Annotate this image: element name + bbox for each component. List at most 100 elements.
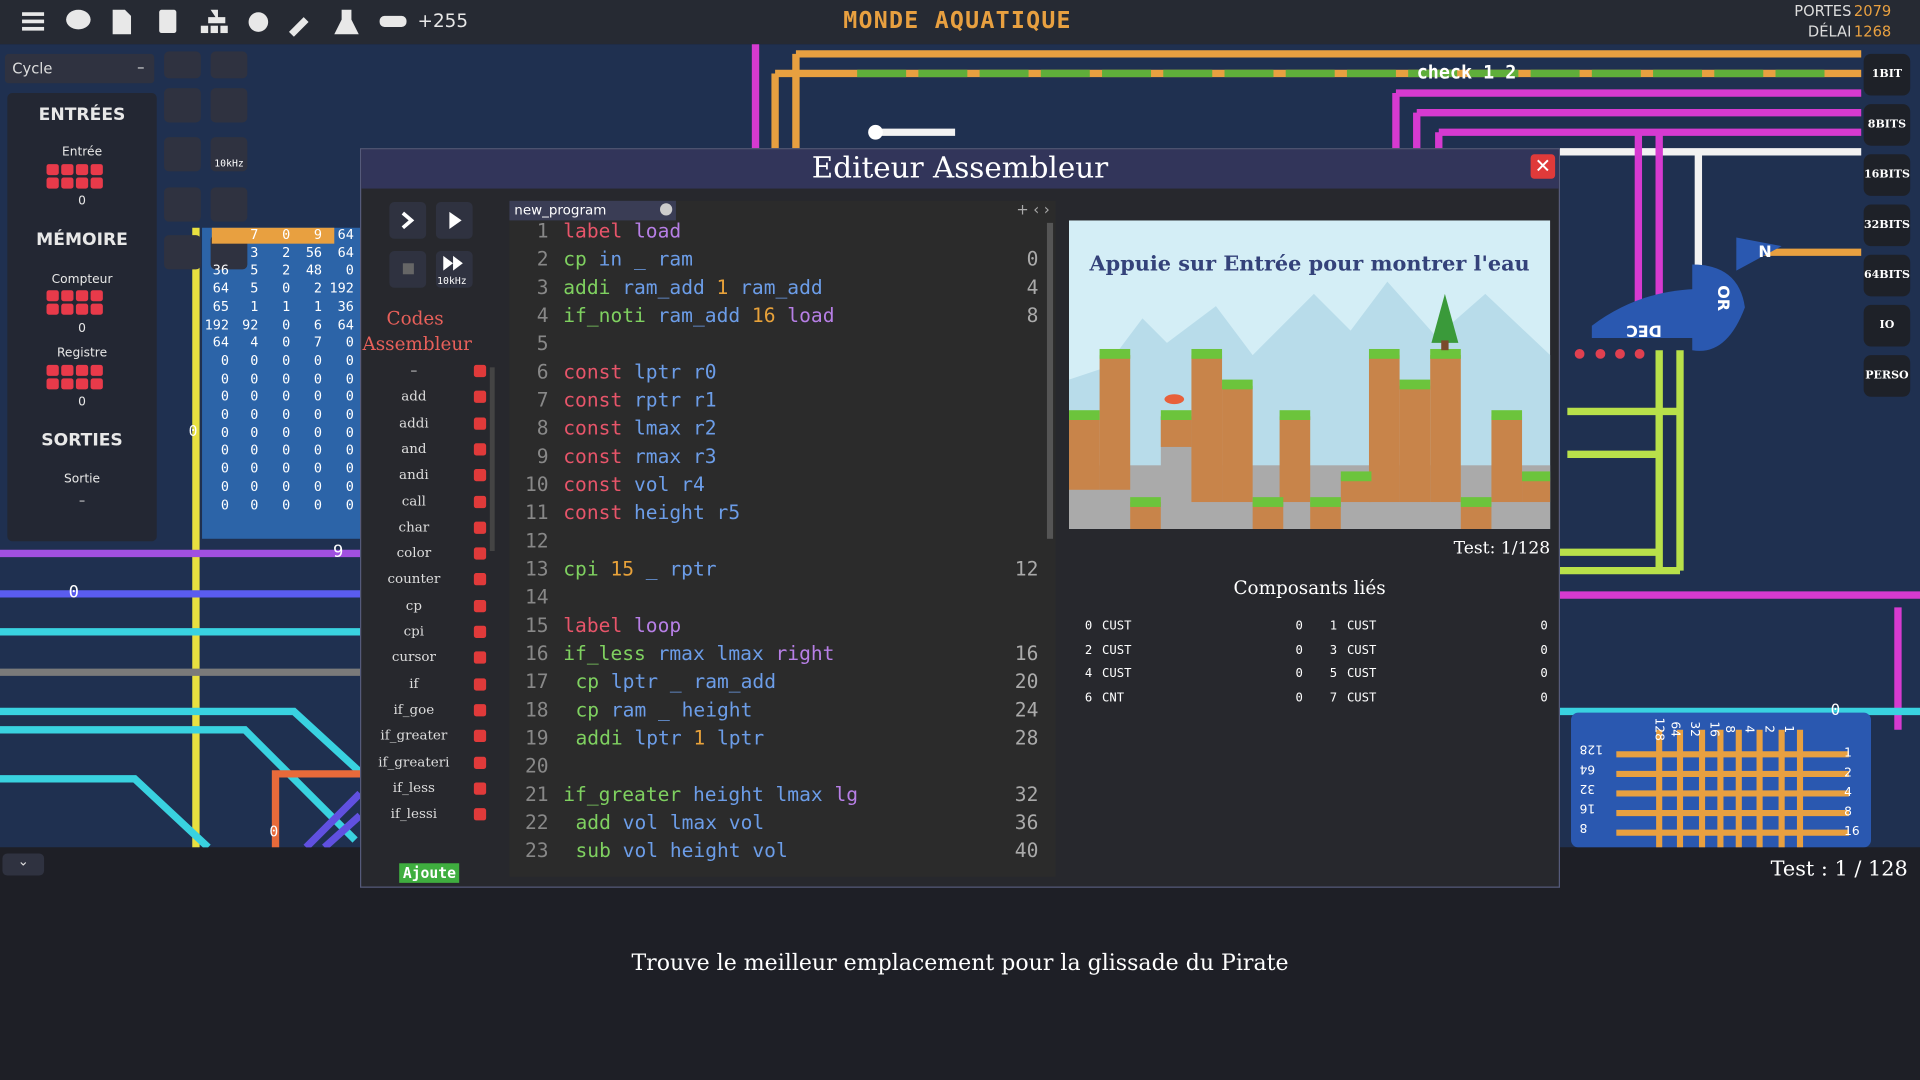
- zoom-button[interactable]: [164, 51, 201, 79]
- tool-button[interactable]: [210, 187, 248, 222]
- led: [46, 378, 59, 390]
- opcode[interactable]: if_greater: [380, 727, 448, 744]
- memory-cell: 2: [313, 280, 323, 297]
- bit-size-button[interactable]: 64BITS: [1863, 254, 1911, 297]
- opcode-remove[interactable]: [473, 547, 487, 560]
- opcode-remove[interactable]: [473, 573, 487, 586]
- cycle-dropdown[interactable]: [4, 53, 155, 84]
- opcode-remove[interactable]: [473, 521, 487, 534]
- opcode-remove[interactable]: [473, 677, 487, 691]
- code-token: _: [669, 669, 682, 694]
- line-number: 21: [524, 782, 549, 806]
- tab-arrows[interactable]: + ‹ ›: [1016, 200, 1050, 218]
- tool-button[interactable]: [164, 88, 201, 123]
- opcode[interactable]: char: [398, 518, 430, 535]
- code-token: const: [563, 388, 623, 412]
- io-text: MÉMOIRE: [36, 230, 128, 250]
- bit-size-button[interactable]: 1BIT: [1863, 53, 1911, 96]
- level-title: MONDE AQUATIQUE: [843, 7, 1072, 35]
- memory-cell: 0: [345, 388, 354, 405]
- tool-button[interactable]: [164, 235, 201, 270]
- opcode[interactable]: cp: [405, 597, 422, 614]
- opcode-remove[interactable]: [473, 417, 487, 430]
- collapse-button[interactable]: ⌄: [2, 853, 45, 876]
- opcode-remove[interactable]: [473, 808, 487, 821]
- opcode[interactable]: counter: [387, 571, 441, 588]
- memory-cell: 0: [345, 406, 354, 423]
- bit-size-button[interactable]: IO: [1863, 304, 1911, 347]
- opcode[interactable]: and: [401, 440, 427, 457]
- code-token: _: [645, 557, 658, 581]
- code-token: r3: [692, 444, 717, 468]
- opcode[interactable]: if: [409, 675, 419, 692]
- opcode-remove[interactable]: [473, 495, 487, 508]
- bit-label: 8: [1844, 805, 1852, 820]
- memory-cell: 0: [345, 496, 354, 513]
- bit-label: 1: [1844, 746, 1852, 761]
- opcode[interactable]: if_lessi: [390, 805, 438, 822]
- bit-size-button[interactable]: 8BITS: [1863, 104, 1911, 146]
- tab[interactable]: [509, 200, 676, 221]
- line-number: 3: [536, 275, 549, 299]
- bit-size-button[interactable]: 32BITS: [1863, 204, 1911, 247]
- opcode-remove[interactable]: [473, 364, 487, 378]
- opcode[interactable]: color: [396, 545, 432, 561]
- opcode[interactable]: call: [401, 492, 426, 509]
- led: [75, 290, 89, 302]
- opcode-remove[interactable]: [473, 469, 487, 482]
- toolbar-icons: [22, 9, 407, 37]
- tool-button[interactable]: [164, 187, 201, 222]
- led: [61, 378, 74, 390]
- zoom-button[interactable]: [210, 51, 248, 79]
- step-button[interactable]: [389, 202, 427, 239]
- opcode[interactable]: if_less: [392, 779, 435, 796]
- component-value: 0: [1540, 643, 1548, 658]
- tool-button[interactable]: [210, 88, 248, 123]
- opcode[interactable]: cpi: [403, 623, 425, 640]
- close-button[interactable]: ✕: [1530, 154, 1556, 179]
- bit-label: 1: [1781, 725, 1795, 734]
- bit-label: 128: [1651, 717, 1666, 741]
- opcode[interactable]: addi: [399, 414, 429, 431]
- opcode[interactable]: –: [410, 362, 418, 379]
- add-button[interactable]: Ajoute: [399, 863, 460, 883]
- gates-label: PORTES: [1794, 2, 1852, 20]
- opcode-remove[interactable]: [473, 390, 487, 404]
- opcode[interactable]: add: [401, 388, 427, 405]
- opcode-remove[interactable]: [473, 730, 487, 743]
- component-name: CUST: [1346, 667, 1377, 682]
- opcode-remove[interactable]: [473, 443, 487, 456]
- led: [61, 177, 74, 189]
- opcode-remove[interactable]: [473, 599, 487, 612]
- gate-label: OR: [1713, 285, 1732, 312]
- opcode-remove[interactable]: [473, 782, 487, 795]
- tab-close[interactable]: [660, 203, 673, 216]
- component-name: CNT: [1102, 691, 1125, 706]
- opcode[interactable]: if_greateri: [378, 753, 450, 770]
- opcode-remove[interactable]: [473, 651, 487, 665]
- opcode-remove[interactable]: [473, 703, 487, 717]
- memory-cell: 56: [305, 244, 323, 261]
- bit-label: 16: [1579, 800, 1596, 815]
- opcode[interactable]: if_goe: [393, 701, 435, 718]
- opcode[interactable]: andi: [399, 466, 429, 483]
- opcode-remove[interactable]: [473, 756, 487, 769]
- io-text: Sortie: [64, 472, 101, 487]
- component-value: 0: [1540, 619, 1548, 634]
- memory-cell: 0: [345, 334, 354, 351]
- tool-button[interactable]: [210, 137, 248, 172]
- opcode-remove[interactable]: [473, 625, 487, 638]
- line-number: 10: [524, 472, 549, 496]
- line-address: 20: [1014, 669, 1039, 694]
- tool-button[interactable]: [164, 137, 201, 172]
- bit-label: 128: [1579, 742, 1603, 756]
- led: [61, 303, 74, 315]
- memory-cell: 0: [313, 496, 323, 513]
- memory-cell: 0: [220, 370, 229, 387]
- memory-cell: 0: [282, 388, 291, 405]
- code-token: height: [633, 500, 705, 525]
- bit-size-button[interactable]: 16BITS: [1863, 154, 1911, 196]
- line-number: 1: [536, 219, 549, 243]
- opcode[interactable]: cursor: [391, 649, 436, 666]
- bit-size-button[interactable]: PERSO: [1863, 355, 1911, 397]
